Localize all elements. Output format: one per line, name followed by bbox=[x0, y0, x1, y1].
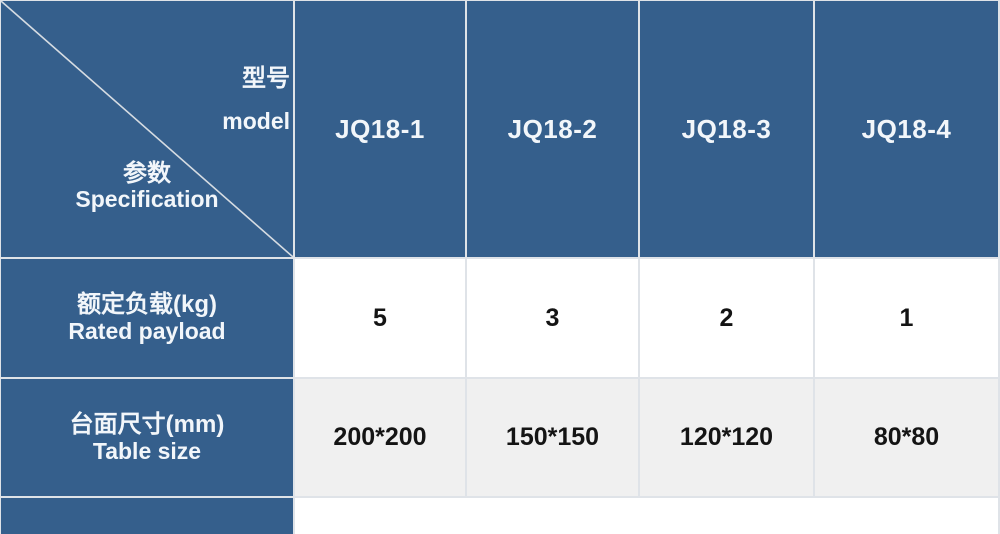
table-size-value-jq18-4: 80*80 bbox=[815, 379, 998, 496]
corner-model-label: 型号 model bbox=[222, 67, 290, 133]
spec-label-en: Specification bbox=[75, 185, 219, 212]
rated-payload-value-jq18-4: 1 bbox=[815, 259, 998, 377]
row-label-rated-payload-en: Rated payload bbox=[68, 318, 226, 344]
corner-spec-label: 参数 Specification bbox=[1, 161, 293, 212]
column-header-jq18-1: JQ18-1 bbox=[295, 1, 465, 257]
column-header-jq18-4: JQ18-4 bbox=[815, 1, 998, 257]
rated-payload-value-jq18-3: 2 bbox=[640, 259, 813, 377]
row-label-table-size-en: Table size bbox=[92, 437, 202, 464]
spec-label-cn: 参数 bbox=[123, 160, 171, 187]
row-label-table-size: 台面尺寸(mm) Table size bbox=[1, 379, 293, 496]
table-size-value-jq18-3: 120*120 bbox=[640, 379, 813, 496]
row-label-rated-payload-cn: 额定负载(kg) bbox=[77, 291, 217, 318]
column-header-jq18-3: JQ18-3 bbox=[640, 1, 813, 257]
row-label-rated-payload: 额定负载(kg) Rated payload bbox=[1, 259, 293, 377]
column-header-jq18-2: JQ18-2 bbox=[467, 1, 638, 257]
model-label-en: model bbox=[222, 108, 290, 134]
table-size-value-jq18-2: 150*150 bbox=[467, 379, 638, 496]
truncated-row-values bbox=[295, 498, 998, 534]
model-label-cn: 型号 bbox=[242, 65, 290, 92]
row-label-table-size-cn: 台面尺寸(mm) bbox=[69, 410, 225, 438]
row-label-truncated bbox=[1, 498, 293, 534]
corner-header-cell: 型号 model 参数 Specification bbox=[1, 1, 293, 257]
rated-payload-value-jq18-1: 5 bbox=[295, 259, 465, 377]
table-size-value-jq18-1: 200*200 bbox=[295, 379, 465, 496]
diagonal-divider-line bbox=[1, 1, 293, 257]
rated-payload-value-jq18-2: 3 bbox=[467, 259, 638, 377]
